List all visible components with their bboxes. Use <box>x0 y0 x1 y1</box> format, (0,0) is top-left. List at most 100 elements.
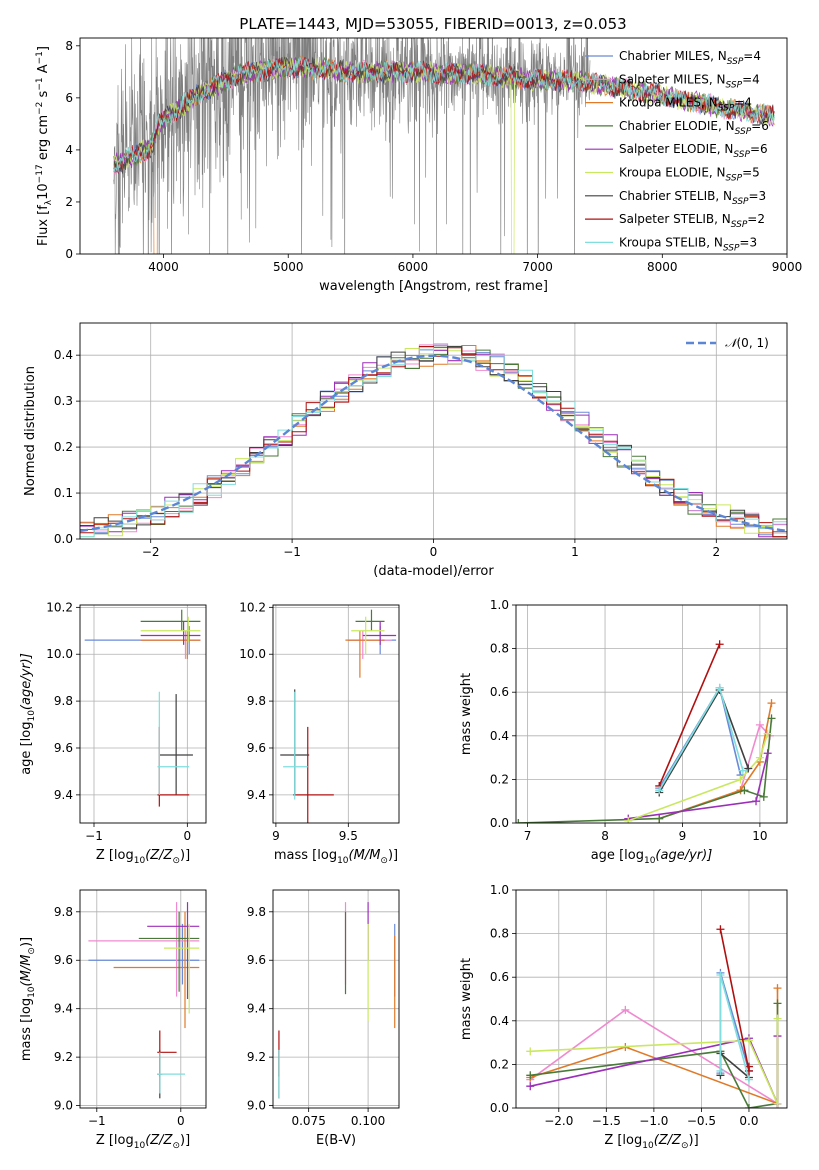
y-axis-label: age [log10(age/yr)] <box>19 653 37 775</box>
panel-age-vs-mass: 9 9.5 9.4 9.6 9.8 10.0 10.2 mass [log10(M/M⊙)] <box>239 600 400 866</box>
legend-entry: 𝒩(0, 1) <box>725 336 769 350</box>
x-tick-label: 4000 <box>148 260 179 274</box>
y-axis-label: mass [log10(M/M⊙)] <box>19 937 37 1061</box>
x-tick-label: 9.5 <box>339 829 358 843</box>
legend-entry: Chabrier MILES, NSSP=4 <box>619 49 761 67</box>
y-tick-label: 9.6 <box>54 953 73 967</box>
legend-entry: Salpeter STELIB, NSSP=2 <box>619 212 765 230</box>
observed-spectrum <box>113 38 591 254</box>
mass-weight-point <box>759 792 768 801</box>
mass-weight-point <box>744 1062 753 1071</box>
legend-entry: Kroupa ELODIE, NSSP=5 <box>619 166 760 184</box>
y-tick-label: 0.4 <box>490 1014 509 1028</box>
legend-entry: Kroupa MILES, NSSP=4 <box>619 96 752 114</box>
y-axis-label: mass weight <box>459 958 474 1040</box>
y-tick-label: 4 <box>65 143 73 157</box>
plot-area <box>80 343 787 538</box>
y-tick-label: 0.6 <box>490 970 509 984</box>
legend-entry: Salpeter MILES, NSSP=4 <box>619 72 760 90</box>
mass-weight-point <box>767 714 776 723</box>
x-tick-label: −1.5 <box>592 1114 621 1128</box>
mass-weight-point <box>526 1071 535 1080</box>
x-tick-label: 9000 <box>772 260 803 274</box>
mass-weight-point <box>716 1066 725 1075</box>
mass-weight-point <box>773 1099 782 1108</box>
x-tick-label: 0.100 <box>351 1114 385 1128</box>
y-tick-label: 0.4 <box>54 348 73 362</box>
panel-spectrum: 4000 5000 6000 7000 8000 9000 0 2 4 6 8 Chabrier MI… <box>35 37 803 294</box>
y-tick-label: 9.0 <box>54 1099 73 1113</box>
plot-area <box>516 640 776 823</box>
axes-frame <box>79 604 207 824</box>
mass-weight-point <box>773 1014 782 1023</box>
y-tick-label: 1.0 <box>490 883 509 897</box>
x-tick-label: 10 <box>752 829 767 843</box>
plot-area <box>113 38 775 254</box>
mass-weight-point <box>744 1075 753 1084</box>
x-tick-label: −0.5 <box>687 1114 716 1128</box>
mass-weight-point <box>744 1104 753 1108</box>
mass-weight-point <box>716 971 725 980</box>
x-tick-label: −2.0 <box>544 1114 573 1128</box>
x-axis-label: Z [log10(Z/Z⊙)] <box>96 1133 190 1151</box>
x-tick-label: −1 <box>85 829 103 843</box>
mass-weight-point <box>744 1036 753 1045</box>
mass-weight-point <box>744 764 753 773</box>
axes-frame <box>79 322 788 540</box>
x-axis-label: Z [log10(Z/Z⊙)] <box>604 1133 698 1151</box>
x-axis-label: age [log10(age/yr)] <box>591 848 713 866</box>
model-spectrum-line <box>113 57 775 174</box>
mass-weight-point <box>715 683 724 692</box>
mass-weight-point <box>526 1047 535 1056</box>
mass-weight-point <box>715 640 724 649</box>
y-tick-label: 10.2 <box>239 600 266 614</box>
histogram-step <box>80 347 787 538</box>
y-tick-label: 9.6 <box>54 741 73 755</box>
x-axis-label: wavelength [Angstrom, rest frame] <box>319 279 548 294</box>
mass-weight-line <box>719 929 750 1072</box>
y-tick-label: 9.0 <box>247 1099 266 1113</box>
y-tick-label: 0 <box>65 247 73 261</box>
y-tick-label: 0.3 <box>54 394 73 408</box>
legend-entry: Chabrier STELIB, NSSP=3 <box>619 189 766 207</box>
normal-reference-curve <box>80 354 787 533</box>
y-tick-label: 0.2 <box>490 772 509 786</box>
axes-frame <box>515 889 788 1109</box>
panel-massweight-vs-Z: −2.0 −1.5 −1.0 −0.5 0.0 0.0 0.2 0.4 0.6 0.8 1.0 Z [… <box>459 883 788 1151</box>
x-tick-label: 8000 <box>647 260 678 274</box>
mass-weight-point <box>763 749 772 758</box>
mass-weight-line <box>658 685 744 791</box>
mass-weight-line <box>658 643 721 787</box>
y-tick-label: 0.0 <box>54 532 73 546</box>
y-tick-label: 9.4 <box>54 788 73 802</box>
plot-area <box>526 925 782 1108</box>
mass-weight-point <box>655 786 664 795</box>
x-tick-label: 0.0 <box>739 1114 758 1128</box>
mass-weight-point <box>516 819 523 823</box>
y-tick-label: 9.6 <box>247 741 266 755</box>
axes-frame <box>79 889 207 1109</box>
legend-entry: Kroupa STELIB, NSSP=3 <box>619 235 757 253</box>
mass-weight-line <box>518 718 773 823</box>
mass-weight-point <box>773 999 782 1008</box>
x-tick-label: 0 <box>177 1114 185 1128</box>
x-tick-label: −1 <box>88 1114 106 1128</box>
x-tick-label: −1 <box>283 545 301 559</box>
figure-title: PLATE=1443, MJD=53055, FIBERID=0013, z=0… <box>239 15 626 33</box>
y-tick-label: 0.2 <box>490 1057 509 1071</box>
x-tick-label: 1 <box>571 545 579 559</box>
y-tick-label: 0.2 <box>54 440 73 454</box>
y-axis-label: mass weight <box>459 673 474 755</box>
y-tick-label: 0.0 <box>490 1101 509 1115</box>
mass-weight-point <box>755 720 764 729</box>
x-tick-label: 0.075 <box>291 1114 325 1128</box>
y-tick-label: 0.1 <box>54 486 73 500</box>
panel-age-vs-Z: −1 0 9.4 9.6 9.8 10.0 10.2 Z [log10(Z/Z⊙)] age [… <box>19 600 207 866</box>
mass-weight-point <box>526 1082 535 1091</box>
spectrum-legend: Chabrier MILES, NSSP=4 Salpeter MILES, NS… <box>585 49 769 253</box>
x-tick-label: 0 <box>184 829 192 843</box>
y-tick-label: 0.6 <box>490 685 509 699</box>
mass-weight-point <box>736 775 745 784</box>
y-axis-label: Normed distribution <box>23 366 38 496</box>
